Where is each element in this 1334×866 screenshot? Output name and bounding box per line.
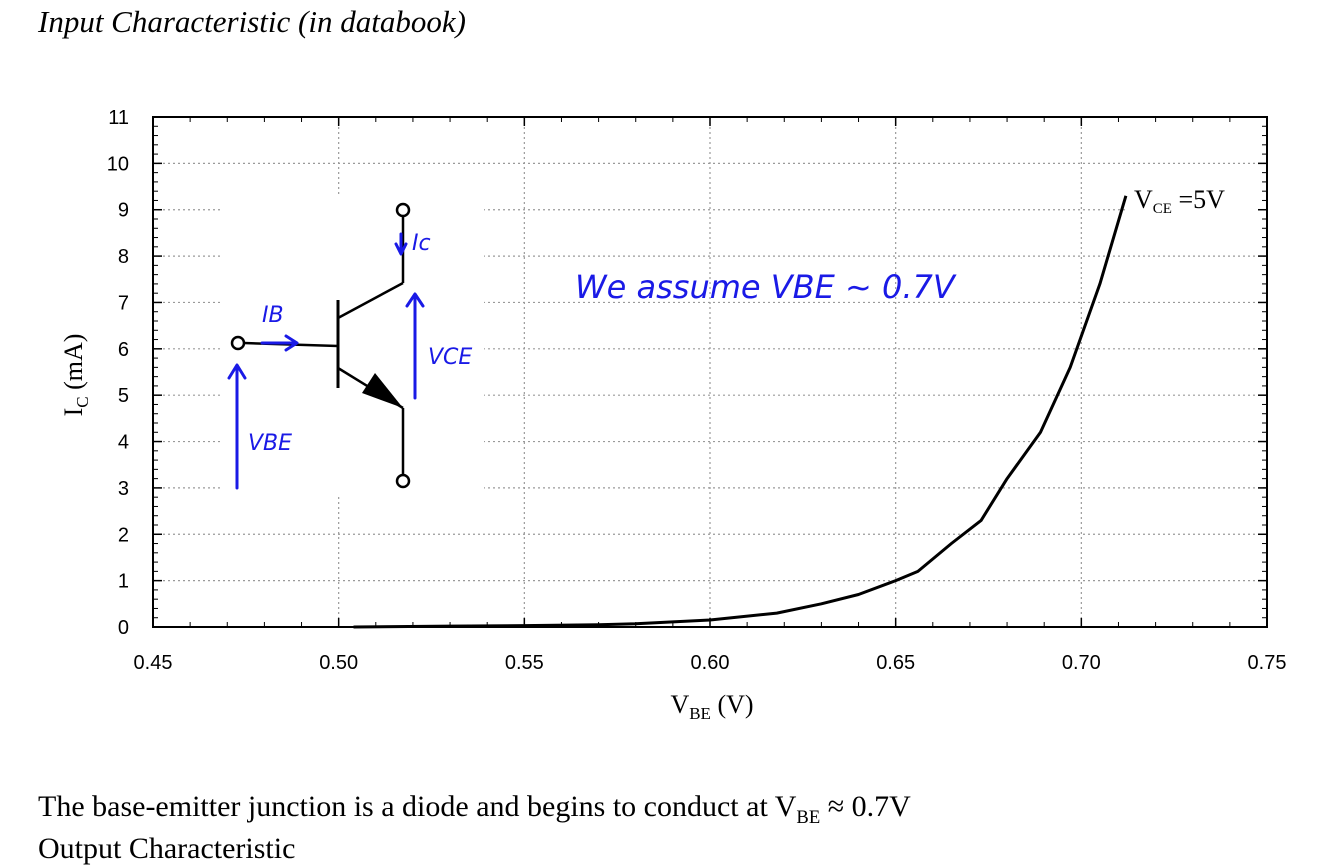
collector-terminal [395, 202, 411, 218]
x-axis-label: VBE (V) [670, 690, 753, 723]
y-tick-label: 2 [118, 524, 129, 546]
x-tick-label: 0.65 [876, 652, 915, 674]
emitter-terminal [395, 473, 411, 489]
series-group [353, 195, 1128, 629]
handwritten-annotation: We assume VBE ~ 0.7V [575, 268, 957, 306]
vce-arrow-icon [405, 292, 425, 400]
tick-labels: 0.45 0.50 0.55 0.60 0.65 0.70 0.75 0 1 2 3 4 5 6 7 8 9 10… [107, 107, 1287, 674]
ib-arrow-icon [260, 334, 299, 352]
series-line-vce-5v [353, 195, 1128, 629]
y-tick-label: 8 [118, 246, 129, 268]
y-tick-label: 6 [118, 339, 129, 361]
vbe-label: VBE [248, 431, 292, 456]
y-tick-label: 7 [118, 292, 129, 314]
body-prefix: The base-emitter junction is a diode and… [38, 790, 797, 823]
x-axis-label-rest: (V) [711, 690, 754, 719]
x-tick-label: 0.70 [1062, 652, 1101, 674]
vbe-arrow-icon [227, 363, 247, 490]
y-axis-label-sub: C [73, 396, 92, 407]
transistor-sketch: IB Ic VCE VBE [222, 196, 484, 496]
x-axis-label-sub: BE [689, 704, 711, 723]
y-tick-label: 1 [118, 571, 129, 593]
y-tick-label: 0 [118, 617, 129, 639]
ic-label: Ic [412, 231, 431, 256]
next-heading-cut: Output Characteristic [38, 832, 296, 865]
ic-arrow-icon [394, 232, 408, 256]
x-tick-label: 0.50 [319, 652, 358, 674]
sketch-bg [222, 196, 484, 496]
y-axis-label-main: I [59, 408, 88, 417]
body-paragraph: The base-emitter junction is a diode and… [38, 790, 911, 829]
y-axis-label: IC (mA) [59, 334, 92, 417]
vce-label: VCE [428, 345, 472, 370]
x-tick-label: 0.60 [691, 652, 730, 674]
series-label-bg [1128, 180, 1258, 220]
y-tick-label: 4 [118, 432, 129, 454]
emitter-arrow-icon [362, 373, 403, 408]
x-tick-label: 0.45 [134, 652, 173, 674]
y-tick-label: 5 [118, 385, 129, 407]
y-tick-label: 10 [107, 153, 129, 175]
series-label-sub: CE [1153, 201, 1172, 217]
body-sub: BE [796, 807, 821, 828]
y-axis-label-rest: (mA) [59, 334, 88, 397]
series-label: VCE =5V [1134, 185, 1225, 217]
y-tick-label: 9 [118, 200, 129, 222]
ib-label: IB [262, 303, 284, 328]
ic-vbe-chart: 0.45 0.50 0.55 0.60 0.65 0.70 0.75 0 1 2 3 4 5 6 7 8 9 10… [59, 107, 1287, 723]
y-tick-label: 3 [118, 478, 129, 500]
y-tick-label: 11 [108, 107, 129, 129]
collector-diag [337, 281, 404, 320]
series-label-rest: =5V [1172, 185, 1225, 214]
x-tick-label: 0.55 [505, 652, 544, 674]
body-suffix: ≈ 0.7V [820, 790, 911, 823]
x-tick-label: 0.75 [1248, 652, 1287, 674]
x-axis-label-main: V [670, 690, 689, 719]
series-label-main: V [1134, 185, 1153, 214]
section-heading: Input Characteristic (in databook) [38, 4, 466, 39]
